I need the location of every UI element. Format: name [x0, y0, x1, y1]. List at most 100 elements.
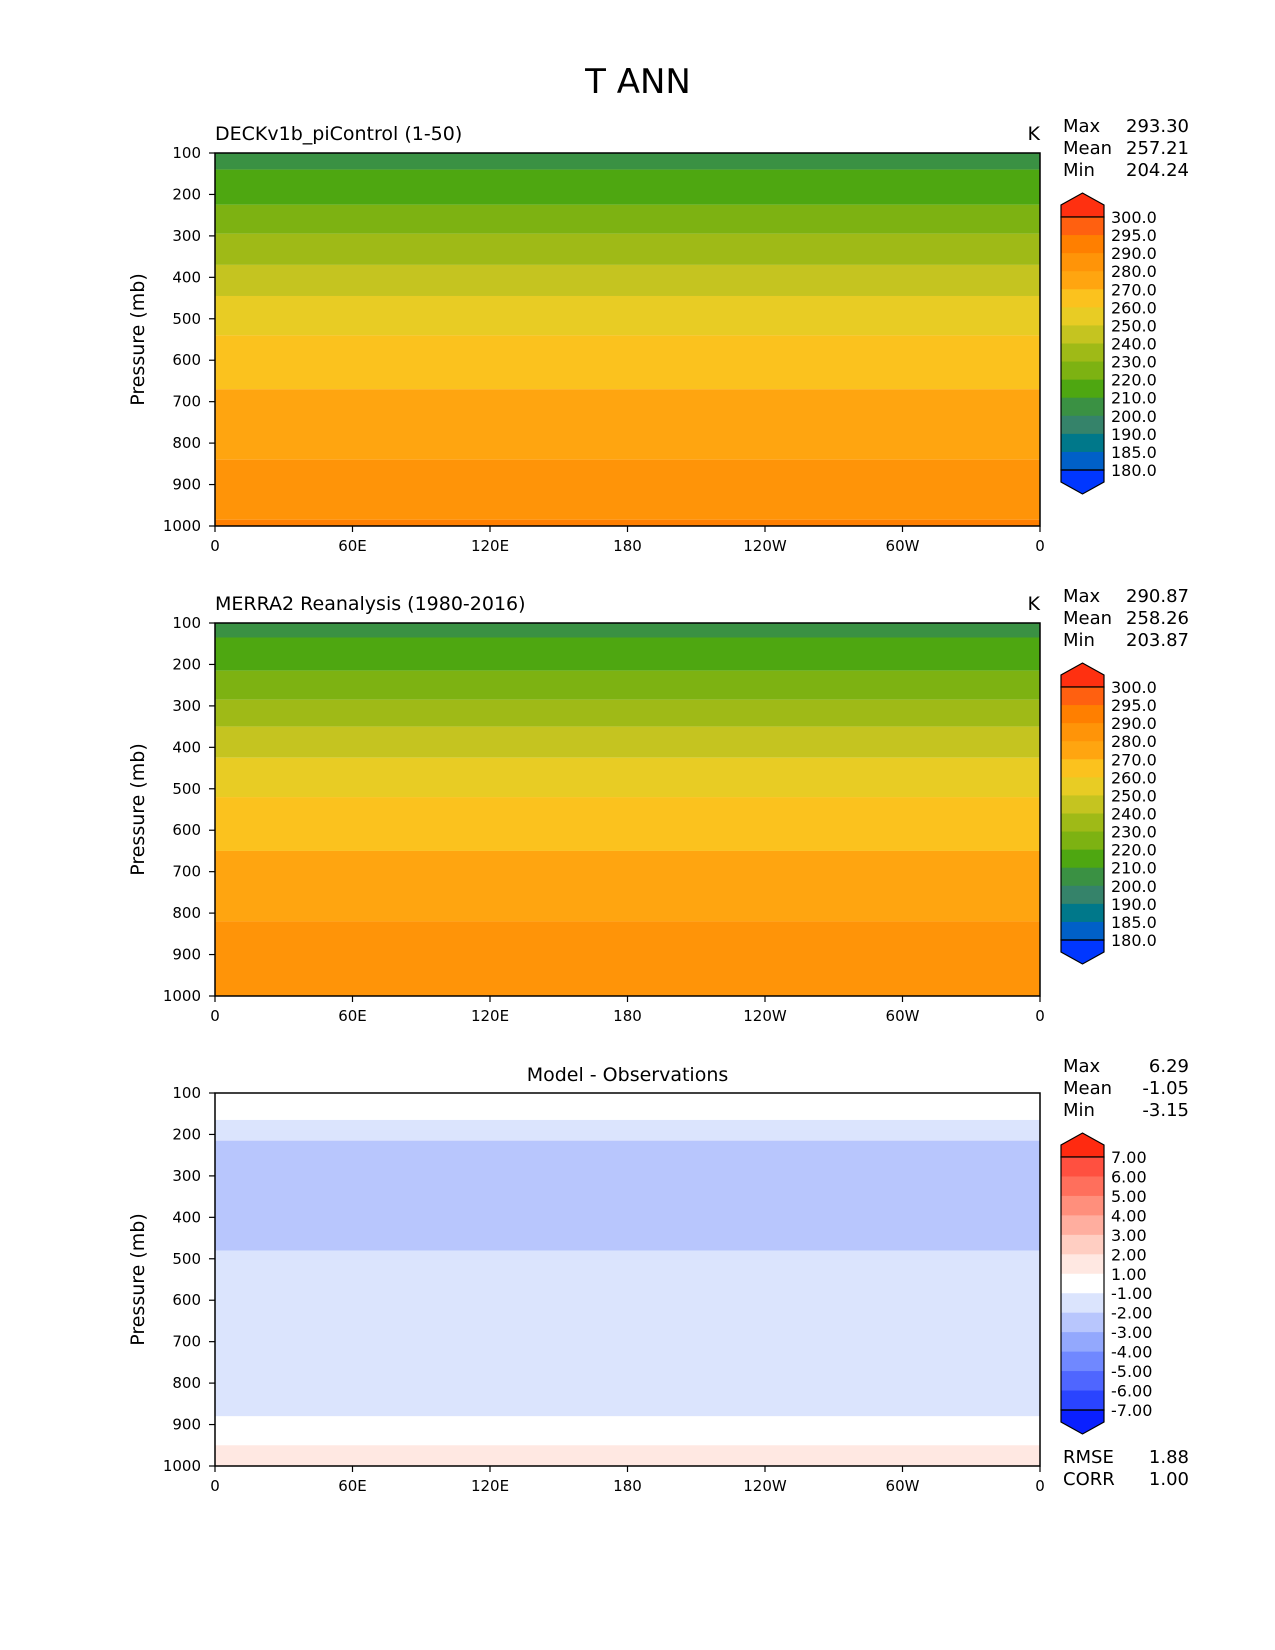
- contour-band: [215, 1093, 1040, 1120]
- colorbar-label: 210.0: [1111, 389, 1157, 408]
- stat-value: 257.21: [1126, 138, 1189, 159]
- x-tick-label: 60E: [338, 537, 367, 555]
- y-tick-label: 900: [172, 946, 201, 964]
- colorbar-label: 295.0: [1111, 226, 1157, 245]
- y-tick-label: 900: [172, 476, 201, 494]
- stat-label: Mean: [1063, 608, 1112, 629]
- y-tick-label: 400: [172, 738, 201, 756]
- colorbar-frame: [1060, 686, 1105, 941]
- stat-label: Max: [1063, 586, 1101, 607]
- stat-label: Min: [1063, 160, 1095, 181]
- colorbar-label: 3.00: [1111, 1226, 1147, 1245]
- colorbar-bin: [1061, 1195, 1104, 1216]
- colorbar-bin: [1061, 415, 1104, 435]
- contour-band: [215, 295, 1040, 336]
- colorbar-extend-top: [1060, 192, 1105, 218]
- colorbar-bin: [1061, 379, 1104, 399]
- x-tick-label: 60W: [886, 537, 920, 555]
- colorbar-label: 240.0: [1111, 335, 1157, 354]
- y-tick-label: 300: [172, 1167, 201, 1185]
- colorbar-bin: [1061, 307, 1104, 326]
- colorbar-bin: [1061, 723, 1104, 742]
- colorbar-label: 180.0: [1111, 461, 1157, 480]
- metric-value: 1.88: [1149, 1447, 1189, 1468]
- y-tick-label: 1000: [163, 987, 201, 1005]
- colorbar-bin: [1061, 343, 1104, 363]
- colorbar-bin: [1061, 235, 1104, 254]
- y-tick-label: 100: [172, 144, 201, 162]
- y-tick-label: 400: [172, 268, 201, 286]
- contour-band: [215, 637, 1040, 671]
- colorbar-bin: [1061, 1293, 1104, 1314]
- y-axis-label: Pressure (mb): [127, 273, 149, 406]
- colorbar-extend-bottom: [1060, 469, 1105, 495]
- y-tick-label: 100: [172, 614, 201, 632]
- colorbar-bin: [1061, 795, 1104, 814]
- colorbar-label: 300.0: [1111, 208, 1157, 227]
- colorbar-bin: [1061, 325, 1104, 344]
- colorbar-bin: [1061, 1371, 1104, 1392]
- colorbar-extend-top: [1060, 662, 1105, 688]
- y-tick-label: 200: [172, 1125, 201, 1143]
- colorbar-label: 2.00: [1111, 1245, 1147, 1264]
- colorbar-label: 270.0: [1111, 750, 1157, 769]
- contour-band: [215, 1416, 1040, 1446]
- panel-title: MERRA2 Reanalysis (1980-2016): [215, 593, 526, 615]
- contour-band: [215, 670, 1040, 700]
- contour-band: [215, 1445, 1040, 1466]
- colorbar-label: 270.0: [1111, 280, 1157, 299]
- x-tick-label: 60W: [886, 1007, 920, 1025]
- colorbar-bin: [1061, 1273, 1104, 1294]
- contour-band: [215, 797, 1040, 851]
- units-label: K: [1028, 593, 1041, 615]
- contour-band: [215, 153, 1040, 170]
- x-tick-label: 0: [210, 537, 220, 555]
- colorbar-label: -7.00: [1111, 1401, 1152, 1420]
- contour-band: [215, 623, 1040, 638]
- panel-title: DECKv1b_piControl (1-50): [215, 123, 462, 145]
- x-tick-label: 180: [613, 537, 642, 555]
- y-tick-label: 300: [172, 697, 201, 715]
- colorbar-label: 5.00: [1111, 1187, 1147, 1206]
- colorbar-bin: [1061, 361, 1104, 381]
- y-tick-label: 1000: [163, 1457, 201, 1475]
- y-axis-label: Pressure (mb): [127, 743, 149, 876]
- stat-value: 290.87: [1126, 586, 1189, 607]
- stat-value: 204.24: [1126, 160, 1189, 181]
- colorbar-bin: [1061, 687, 1104, 706]
- colorbar-extend-top: [1060, 1132, 1105, 1158]
- colorbar-label: 180.0: [1111, 931, 1157, 950]
- colorbar-bin: [1061, 433, 1104, 453]
- stat-value: -3.15: [1142, 1100, 1189, 1121]
- contour-band: [215, 726, 1040, 758]
- metric-label: CORR: [1063, 1469, 1115, 1490]
- units-label: K: [1028, 123, 1041, 145]
- colorbar-label: 185.0: [1111, 443, 1157, 462]
- contour-band: [215, 1250, 1040, 1417]
- colorbar-label: 250.0: [1111, 786, 1157, 805]
- colorbar-label: 220.0: [1111, 841, 1157, 860]
- x-tick-label: 120E: [471, 1477, 509, 1495]
- colorbar-label: 280.0: [1111, 262, 1157, 281]
- y-tick-label: 1000: [163, 517, 201, 535]
- stat-value: -1.05: [1142, 1078, 1189, 1099]
- colorbar-label: 250.0: [1111, 316, 1157, 335]
- colorbar-label: 185.0: [1111, 913, 1157, 932]
- stat-value: 203.87: [1126, 630, 1189, 651]
- colorbar-bin: [1061, 903, 1104, 923]
- colorbar-bin: [1061, 1215, 1104, 1236]
- contour-band: [215, 757, 1040, 798]
- colorbar-bin: [1061, 741, 1104, 760]
- x-tick-label: 120W: [743, 537, 787, 555]
- colorbar-label: 290.0: [1111, 714, 1157, 733]
- contour-band: [215, 1119, 1040, 1141]
- contour-band: [215, 169, 1040, 205]
- metric-value: 1.00: [1149, 1469, 1189, 1490]
- y-tick-label: 100: [172, 1084, 201, 1102]
- colorbar-label: -2.00: [1111, 1304, 1152, 1323]
- colorbar-extend-bottom: [1060, 939, 1105, 965]
- y-tick-label: 900: [172, 1416, 201, 1434]
- panel-2: 100 200 300 400 500 600 700 800 900 1000 0 60E 120E 1…: [127, 586, 1189, 1025]
- x-tick-label: 180: [613, 1007, 642, 1025]
